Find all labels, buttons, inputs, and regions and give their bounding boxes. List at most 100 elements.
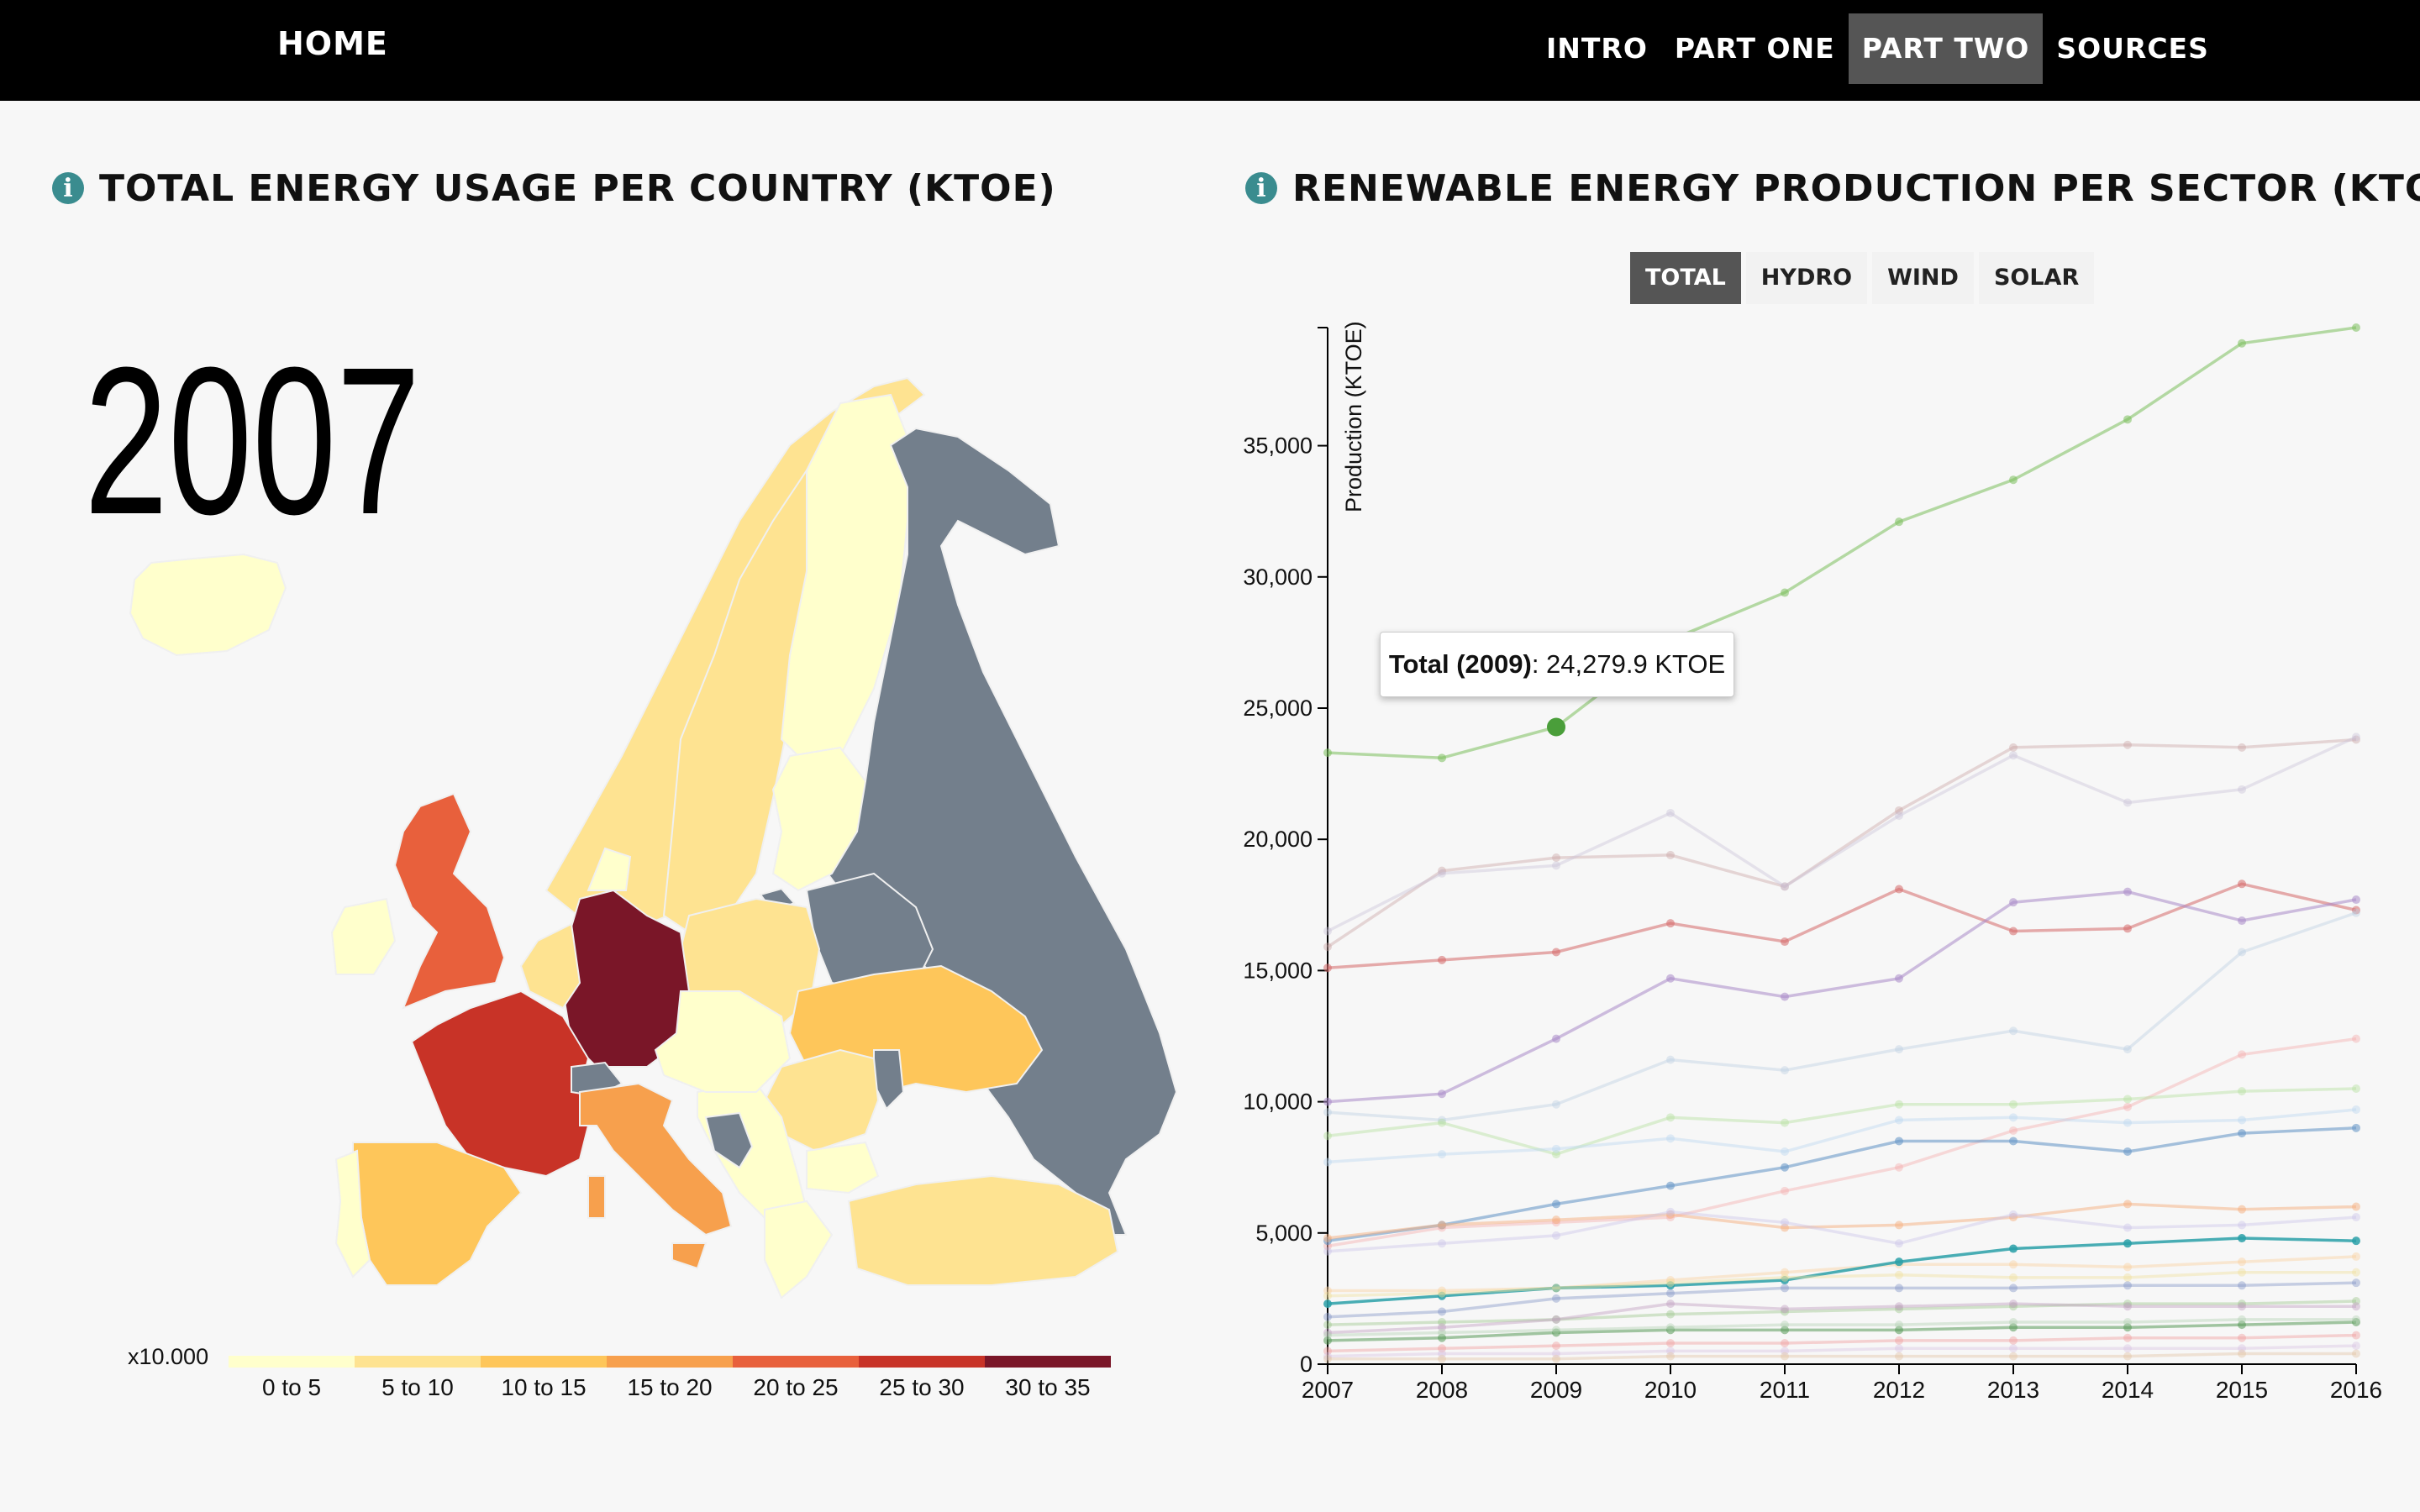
data-point [2123,1333,2132,1342]
data-point [2009,1302,2018,1311]
data-point [2123,1302,2132,1311]
data-point [1666,1181,1675,1190]
data-point [1438,866,1446,875]
info-icon[interactable]: i [1245,172,1277,204]
data-point [2238,1221,2246,1230]
data-point [2352,1302,2360,1311]
country-baltics[interactable] [771,746,867,892]
series-line [1327,1344,2357,1358]
country-italy[interactable] [579,1082,733,1236]
data-point [2009,1323,2018,1332]
country-central-europe[interactable] [654,990,792,1093]
data-point [2009,898,2018,907]
data-point [1552,1294,1560,1303]
nav-home-link[interactable]: HOME [277,25,388,62]
chart-tooltip: Total (2009): 24,279.9 KTOE [1380,632,1734,697]
data-point [2238,1116,2246,1125]
series-line [1327,326,2357,760]
country-iceland[interactable] [129,553,287,657]
data-point [1781,1347,1789,1356]
data-point [1781,588,1789,597]
data-point [1781,882,1789,891]
data-point [1323,1131,1332,1141]
legend-swatch [355,1356,481,1368]
data-point [1895,1116,1903,1125]
series-line [1327,1202,2357,1240]
data-point [2123,1352,2132,1361]
data-point [2009,1352,2018,1361]
data-point [2352,1268,2360,1277]
tab-solar[interactable]: SOLAR [1978,252,2095,304]
data-point [1666,1281,1675,1290]
data-point [1323,1328,1332,1337]
data-point [2352,908,2360,917]
country-portugal[interactable] [334,1149,371,1278]
nav-link-sources[interactable]: SOURCES [2056,32,2209,65]
country-finland[interactable] [780,393,908,766]
series-line [1327,735,2357,933]
data-point [2238,879,2246,889]
info-icon[interactable]: i [52,172,84,204]
tab-wind[interactable]: WIND [1872,252,1974,304]
legend-item: 15 to 20 [607,1356,733,1400]
country-france[interactable] [410,990,590,1178]
data-point [1781,1352,1789,1361]
series-line [1327,1302,2356,1335]
data-point [2352,1084,2360,1093]
nav-link-intro[interactable]: INTRO [1546,32,1648,65]
series-line [1327,1210,2357,1253]
data-point [2123,1318,2132,1327]
data-point [1781,1307,1789,1316]
data-point [1323,1158,1332,1167]
data-point [2238,1344,2246,1353]
data-point [1438,1150,1446,1159]
data-point [2352,1297,2360,1306]
data-point [2009,743,2018,752]
x-tick-label: 2013 [1987,1377,2039,1403]
data-point [1323,927,1332,936]
data-point [1666,1299,1675,1309]
nav-link-part-one[interactable]: PART ONE [1674,32,1835,65]
nav-link-part-two[interactable]: PART TWO [1848,13,2044,84]
data-point [2009,475,2018,485]
data-point [1895,1284,1903,1293]
country-italy-islands[interactable] [587,1175,708,1270]
data-point [2009,1344,2018,1353]
country-greece[interactable] [764,1200,834,1299]
tab-total[interactable]: TOTAL [1630,252,1741,304]
country-bulgaria[interactable] [806,1141,880,1194]
country-benelux[interactable] [519,922,581,1010]
data-point [2123,887,2132,896]
data-point [2238,1257,2246,1267]
data-point [2352,906,2360,915]
legend-swatch [985,1356,1111,1368]
country-turkey[interactable] [847,1174,1119,1286]
x-tick-label: 2008 [1416,1377,1468,1403]
nav-links: INTRO PART ONE PART TWO SOURCES [1533,13,2223,84]
data-point [2123,1200,2132,1209]
data-point [2009,1126,2018,1135]
data-point [1438,753,1446,763]
tooltip-label: Total (2009) [1388,649,1532,679]
country-denmark[interactable] [587,847,632,891]
country-uk[interactable] [393,792,506,1010]
data-point [2352,1349,2360,1358]
data-point [2123,924,2132,933]
data-point [1323,1291,1332,1300]
series-line [1327,738,2357,948]
data-point [1781,1339,1789,1348]
data-point [1552,948,1560,957]
data-point [1552,1215,1560,1225]
y-tick-label: 0 [1300,1352,1313,1377]
country-bosnia[interactable] [704,1111,754,1169]
tab-hydro[interactable]: HYDRO [1745,252,1868,304]
data-point [1438,955,1446,964]
data-point [1781,1186,1789,1195]
legend-label: 15 to 20 [627,1374,713,1400]
data-point [1666,1310,1675,1319]
data-point [1438,1328,1446,1337]
data-point [1781,1276,1789,1285]
data-point [2123,1263,2132,1272]
country-ireland[interactable] [330,897,397,975]
data-point [1781,1268,1789,1277]
